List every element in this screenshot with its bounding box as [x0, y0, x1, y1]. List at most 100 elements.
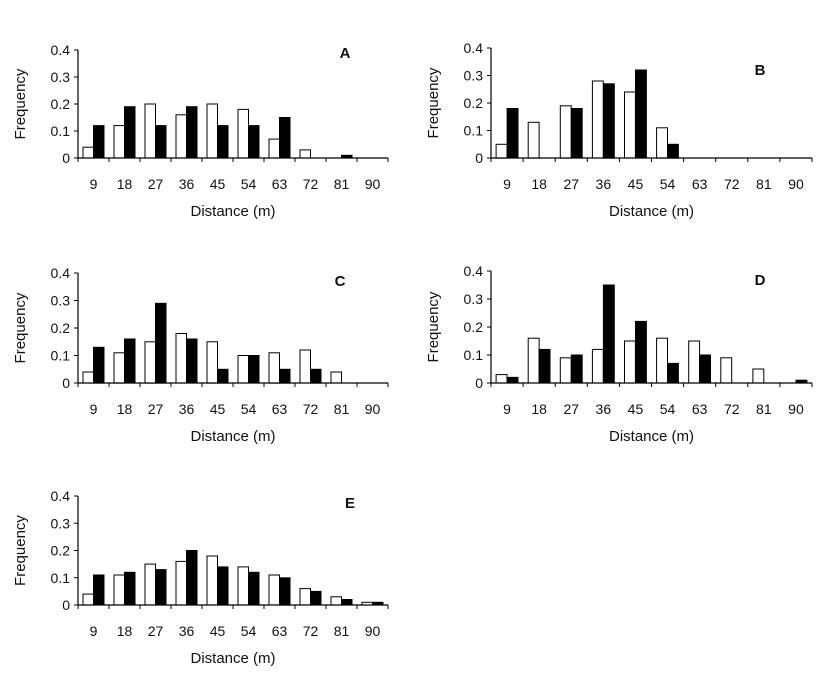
x-tick-label: 45	[210, 176, 226, 192]
panel-d: 0 0.1 0.2 0.3 0.4 9 18 27 36 45 54 63 72 81 90 Distance…	[425, 263, 813, 445]
y-tick-label: 0	[475, 150, 483, 166]
bar-filled-45	[217, 125, 229, 159]
y-tick-label: 0	[62, 375, 70, 391]
bar-filled-18	[124, 338, 136, 384]
bar-open-36	[175, 560, 187, 606]
bar-filled-36	[602, 284, 615, 384]
bar-filled-36	[186, 550, 198, 606]
x-tick-label: 72	[303, 623, 319, 639]
x-tick-label: 27	[148, 623, 164, 639]
bar-open-18	[113, 352, 125, 384]
x-axis-title: Distance (m)	[190, 203, 275, 220]
x-tick-label: 81	[334, 401, 350, 417]
y-tick-label: 0.4	[464, 263, 484, 279]
bar-filled-63	[699, 354, 711, 384]
bar-open-72	[299, 349, 311, 384]
bar-open-45	[624, 91, 636, 159]
bar-open-27	[144, 563, 156, 606]
bar-open-54	[656, 337, 668, 384]
y-tick-label: 0.4	[51, 42, 71, 58]
y-tick-label: 0	[62, 597, 70, 613]
y-tick-label: 0.3	[464, 68, 484, 84]
y-tick-label: 0.3	[51, 293, 71, 309]
bar-filled-45	[635, 320, 647, 384]
bar-open-63	[268, 138, 280, 159]
x-tick-label: 54	[660, 176, 676, 192]
x-tick-label: 72	[303, 401, 319, 417]
y-tick-label: 0.3	[51, 515, 71, 531]
bar-open-9	[82, 146, 94, 159]
y-axis-title: Frequency	[425, 291, 442, 362]
bar-filled-9	[506, 108, 519, 159]
x-tick-label: 18	[117, 176, 133, 192]
bar-open-72	[720, 357, 733, 384]
bar-open-27	[559, 105, 572, 159]
y-tick-label: 0.2	[51, 320, 71, 336]
bar-open-81	[330, 596, 342, 606]
panel-c: 0 0.1 0.2 0.3 0.4 9 18 27 36 45 54 63 72 81 90 Distance…	[12, 265, 389, 445]
y-tick-label: 0.1	[51, 123, 71, 139]
bar-filled-54	[667, 143, 679, 159]
bar-open-18	[113, 125, 125, 159]
bar-filled-72	[310, 590, 322, 606]
y-tick-label: 0.1	[51, 348, 71, 364]
bar-filled-81	[341, 599, 353, 606]
x-tick-label: 9	[503, 176, 511, 192]
x-tick-label: 27	[563, 401, 579, 417]
x-tick-label: 45	[210, 401, 226, 417]
bar-open-9	[82, 371, 94, 384]
bar-open-18	[527, 121, 540, 159]
bar-open-54	[656, 127, 668, 159]
x-tick-label: 81	[334, 623, 350, 639]
bar-open-27	[559, 357, 572, 384]
x-tick-label: 45	[628, 176, 644, 192]
x-tick-label: 81	[756, 401, 772, 417]
x-tick-label: 54	[660, 401, 676, 417]
y-tick-label: 0.4	[51, 265, 71, 281]
x-tick-label: 45	[210, 623, 226, 639]
x-tick-label: 36	[179, 623, 195, 639]
bar-filled-18	[538, 348, 551, 384]
bar-filled-36	[186, 106, 198, 159]
x-axis-title: Distance (m)	[609, 428, 694, 445]
bar-open-72	[299, 149, 311, 159]
bar-open-36	[591, 80, 604, 159]
bar-open-54	[237, 108, 249, 159]
y-tick-label: 0.3	[51, 69, 71, 85]
y-tick-label: 0.1	[51, 570, 71, 586]
x-tick-label: 63	[272, 623, 288, 639]
x-axis-title: Distance (m)	[190, 650, 275, 667]
bar-filled-27	[570, 108, 583, 159]
x-tick-label: 18	[531, 176, 547, 192]
x-tick-label: 36	[596, 401, 612, 417]
bar-filled-54	[248, 125, 260, 159]
y-tick-label: 0.3	[464, 291, 484, 307]
bar-filled-9	[93, 346, 105, 384]
bar-open-54	[237, 566, 249, 606]
x-tick-label: 9	[503, 401, 511, 417]
x-tick-label: 90	[788, 176, 804, 192]
bar-filled-9	[93, 125, 105, 159]
bar-filled-54	[248, 571, 260, 606]
y-tick-label: 0.2	[464, 319, 484, 335]
bar-open-9	[495, 143, 508, 159]
bar-open-18	[113, 574, 125, 606]
bar-open-36	[175, 114, 187, 159]
x-tick-label: 9	[90, 623, 98, 639]
x-tick-label: 63	[272, 401, 288, 417]
bar-open-18	[527, 337, 540, 384]
bar-open-63	[268, 352, 280, 384]
panel-letter: C	[335, 273, 346, 290]
x-tick-label: 90	[365, 623, 381, 639]
x-tick-label: 72	[724, 401, 740, 417]
bar-filled-27	[155, 125, 167, 159]
x-tick-label: 36	[179, 401, 195, 417]
bar-filled-27	[570, 354, 583, 384]
y-tick-label: 0	[475, 375, 483, 391]
bar-filled-27	[155, 302, 167, 384]
y-tick-label: 0.1	[464, 347, 484, 363]
bar-open-27	[144, 341, 156, 384]
bar-filled-54	[667, 362, 679, 384]
y-tick-label: 0.2	[51, 96, 71, 112]
